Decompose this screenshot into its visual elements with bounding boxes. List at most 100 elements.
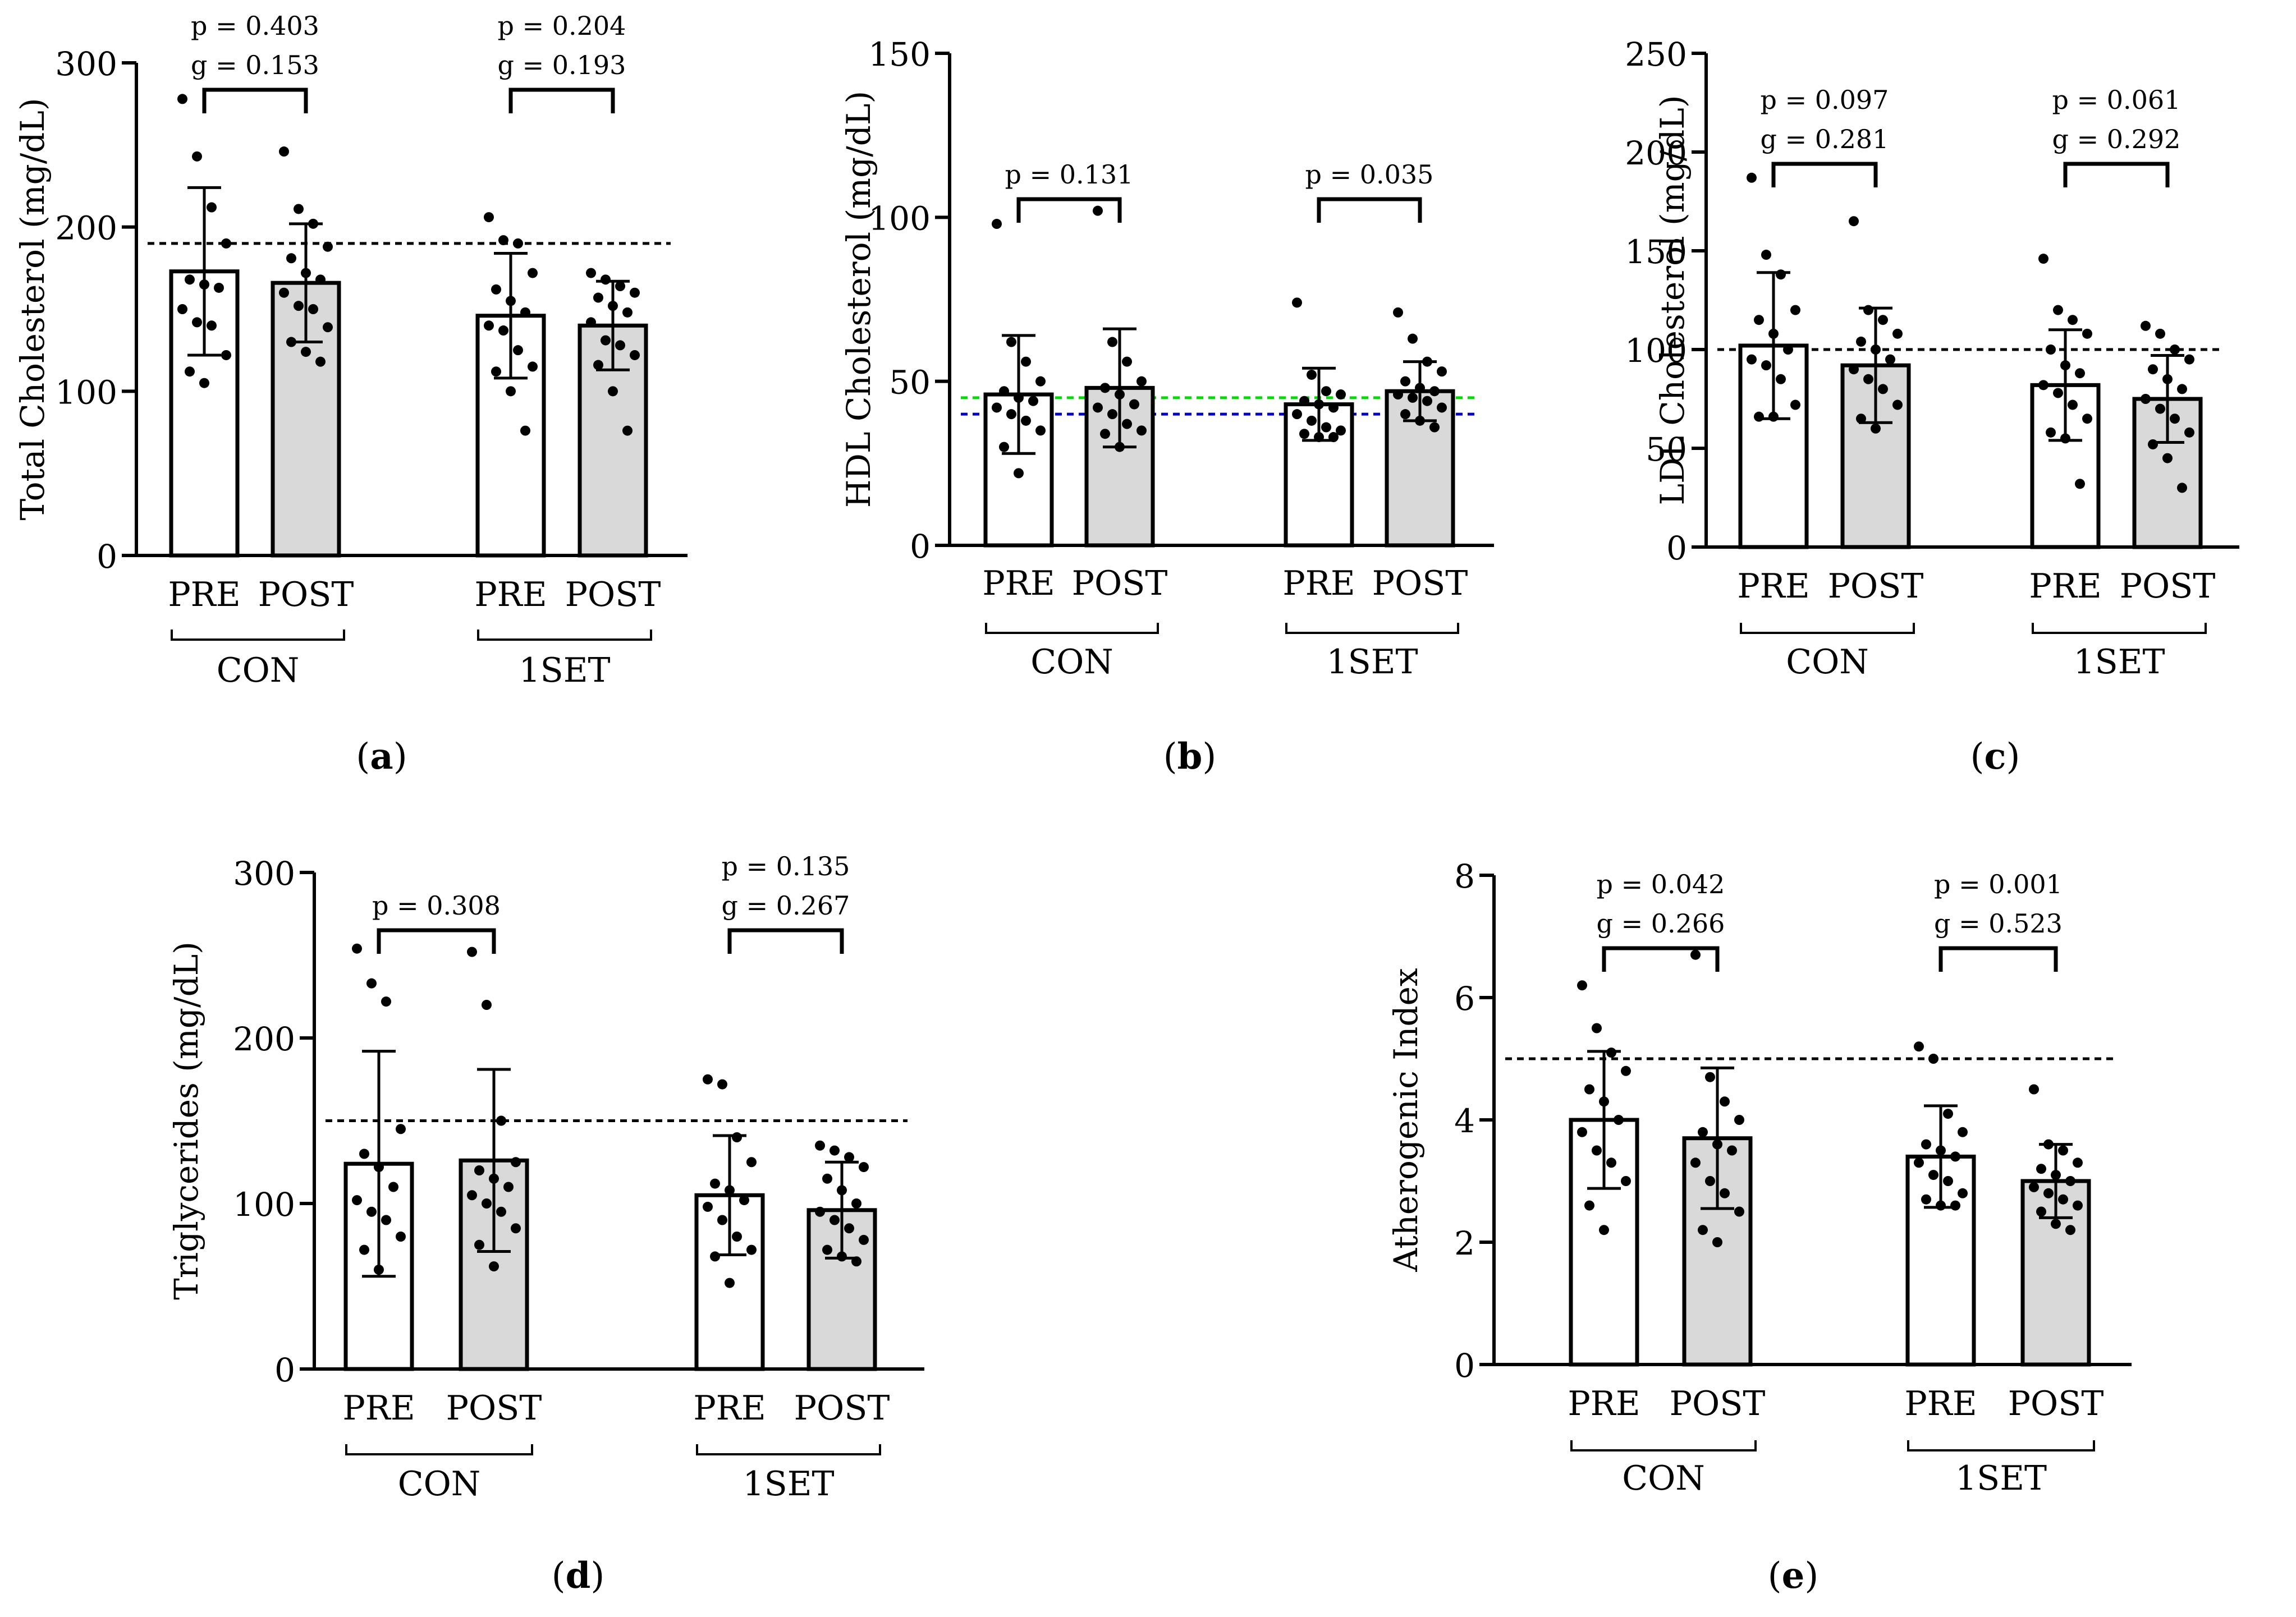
data-point — [1705, 1176, 1715, 1186]
x-category-label: PRE — [1737, 567, 1809, 606]
caption-letter: e — [1782, 1555, 1805, 1597]
data-point — [2155, 328, 2165, 339]
data-point — [593, 292, 603, 303]
caption-paren: ) — [1202, 736, 1216, 778]
data-point — [207, 320, 217, 331]
significance-text: g = 0.266 — [1597, 908, 1725, 939]
caption-paren: ) — [393, 736, 407, 778]
data-point — [1336, 425, 1346, 436]
data-point — [2162, 453, 2173, 463]
data-point — [279, 287, 289, 298]
y-tick-label: 100 — [55, 373, 117, 411]
significance-text: p = 0.131 — [1005, 159, 1134, 190]
group-label: 1SET — [743, 1464, 834, 1504]
data-point — [1928, 1054, 1938, 1064]
y-tick-label: 200 — [233, 1020, 295, 1058]
data-point — [301, 268, 311, 278]
data-point — [725, 1278, 735, 1288]
data-point — [851, 1198, 861, 1209]
significance-bracket — [727, 928, 844, 954]
data-point — [1936, 1200, 1946, 1211]
data-point — [1592, 1023, 1602, 1033]
data-point — [822, 1173, 832, 1184]
data-point — [717, 1215, 727, 1225]
data-point — [2058, 1194, 2068, 1205]
data-point — [489, 1261, 499, 1272]
data-point — [2073, 1200, 2083, 1211]
y-axis-label: Triglycerides (mg/dL) — [167, 941, 205, 1300]
data-point — [528, 361, 538, 372]
data-point — [2155, 403, 2165, 414]
data-point — [214, 282, 224, 293]
data-point — [1122, 419, 1132, 429]
data-point — [1307, 415, 1317, 426]
significance-text: p = 0.001 — [1934, 869, 2063, 899]
panel-caption: (e) — [1768, 1555, 1819, 1597]
data-point — [703, 1201, 713, 1212]
data-point — [615, 340, 625, 351]
data-point — [1599, 1225, 1609, 1235]
group-bracket — [345, 1444, 533, 1455]
data-point — [2029, 1084, 2039, 1095]
x-category-label: POST — [794, 1389, 890, 1428]
group-bracket — [696, 1444, 881, 1455]
data-point — [1136, 376, 1147, 387]
data-point — [511, 1157, 521, 1168]
data-point — [1712, 1237, 1722, 1247]
data-point — [1614, 1115, 1624, 1125]
y-tick-label: 8 — [1454, 857, 1475, 895]
data-point — [294, 301, 304, 311]
x-category-label: PRE — [982, 564, 1055, 603]
data-point — [1314, 432, 1324, 443]
significance-text: p = 0.042 — [1597, 869, 1725, 899]
group-label: 1SET — [2073, 642, 2165, 682]
data-point — [1943, 1176, 1953, 1186]
data-point — [2046, 344, 2056, 355]
data-point — [2051, 1170, 2061, 1180]
data-point — [1776, 269, 1786, 280]
data-point — [1400, 409, 1410, 420]
data-point — [859, 1234, 869, 1245]
data-point — [622, 307, 633, 318]
data-point — [822, 1244, 832, 1255]
data-point — [366, 978, 377, 989]
data-point — [308, 218, 318, 229]
y-tick-label: 0 — [1454, 1347, 1475, 1385]
x-category-label: PRE — [1282, 564, 1355, 603]
data-point — [844, 1223, 854, 1234]
y-tick-label: 4 — [1454, 1102, 1475, 1140]
data-point — [381, 996, 391, 1007]
data-point — [1621, 1176, 1631, 1186]
data-point — [1129, 399, 1139, 410]
data-point — [1754, 411, 1764, 422]
data-point — [1885, 354, 1895, 365]
data-point — [1621, 1065, 1631, 1076]
data-point — [586, 317, 596, 328]
data-point — [859, 1162, 869, 1173]
x-category-label: PRE — [474, 575, 547, 614]
data-point — [2075, 479, 2085, 489]
y-tick-label: 0 — [910, 527, 931, 566]
data-point — [2065, 1225, 2075, 1235]
data-point — [1321, 422, 1331, 433]
data-point — [1871, 423, 1881, 434]
data-point — [381, 1215, 391, 1225]
data-point — [1892, 399, 1903, 410]
y-tick-label: 6 — [1454, 980, 1475, 1018]
panel-caption: (d) — [552, 1555, 605, 1597]
y-tick-label: 100 — [233, 1186, 295, 1224]
data-point — [177, 304, 187, 314]
data-point — [2177, 384, 2187, 394]
data-point — [2184, 427, 2194, 438]
significance-bracket — [202, 88, 308, 113]
data-point — [1021, 415, 1031, 426]
data-point — [2068, 399, 2078, 410]
y-tick-label: 2 — [1454, 1224, 1475, 1262]
data-point — [1734, 1115, 1744, 1125]
data-point — [1299, 396, 1309, 406]
group-bracket — [1570, 1440, 1757, 1451]
data-point — [1314, 399, 1324, 410]
data-point — [366, 1206, 377, 1217]
data-point — [1107, 337, 1117, 347]
